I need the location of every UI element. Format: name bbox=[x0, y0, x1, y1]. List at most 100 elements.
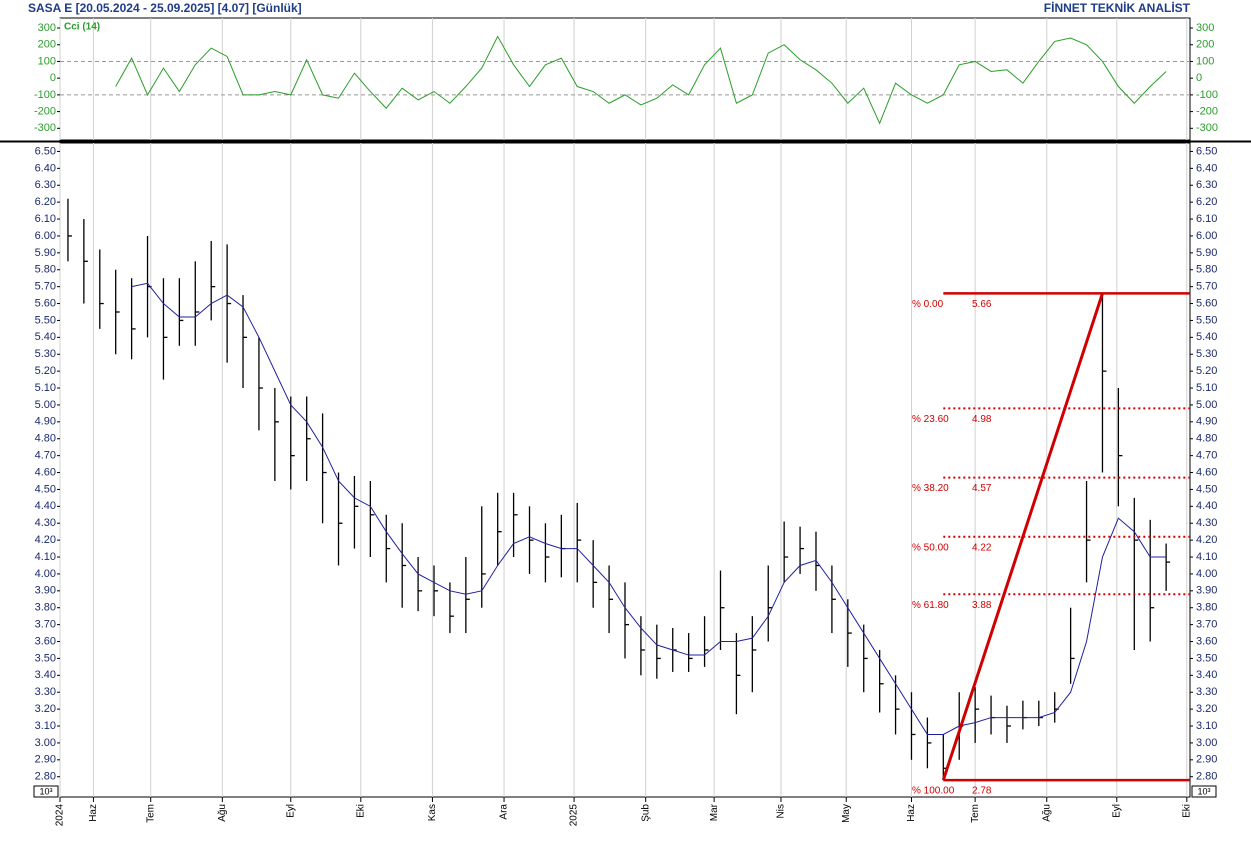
y-tick-label: 2.90 bbox=[35, 754, 56, 766]
y-tick-label: 6.20 bbox=[1196, 196, 1217, 208]
x-tick-label: 2025 bbox=[569, 804, 580, 827]
scale-box bbox=[1191, 785, 1217, 798]
y-tick-label: 5.10 bbox=[1196, 382, 1217, 394]
x-tick-label: Mar bbox=[709, 803, 720, 821]
y-tick-label: -200 bbox=[1196, 105, 1218, 117]
y-tick-label: 4.70 bbox=[35, 450, 56, 462]
y-tick-label: -100 bbox=[34, 89, 56, 101]
y-tick-label: 4.90 bbox=[35, 416, 56, 428]
y-tick-label: 4.10 bbox=[35, 551, 56, 563]
y-tick-label: 6.10 bbox=[1196, 213, 1217, 225]
y-tick-label: 4.60 bbox=[35, 466, 56, 478]
y-tick-label: 4.40 bbox=[1196, 500, 1217, 512]
x-tick-label: Tem bbox=[970, 804, 981, 823]
y-tick-label: 6.30 bbox=[35, 179, 56, 191]
y-tick-label: 0 bbox=[50, 72, 56, 84]
fib-percent-label: % 38.20 bbox=[912, 483, 949, 494]
y-tick-label: 5.50 bbox=[35, 314, 56, 326]
scale-label: 10³ bbox=[39, 786, 52, 796]
y-tick-label: 5.20 bbox=[35, 365, 56, 377]
y-tick-label: 3.00 bbox=[35, 737, 56, 749]
y-tick-label: 3.70 bbox=[1196, 619, 1217, 631]
y-tick-label: 3.20 bbox=[1196, 703, 1217, 715]
y-tick-label: 4.00 bbox=[35, 568, 56, 580]
y-tick-label: 5.60 bbox=[35, 297, 56, 309]
y-tick-label: 4.40 bbox=[35, 500, 56, 512]
y-tick-label: 2.80 bbox=[35, 771, 56, 783]
y-tick-label: 5.00 bbox=[35, 399, 56, 411]
y-tick-label: 6.00 bbox=[35, 230, 56, 242]
y-tick-label: 5.90 bbox=[35, 247, 56, 259]
x-tick-label: Eyl bbox=[1111, 804, 1122, 818]
y-tick-label: 4.80 bbox=[1196, 433, 1217, 445]
fib-value-label: 2.78 bbox=[972, 786, 992, 797]
y-tick-label: 2.80 bbox=[1196, 771, 1217, 783]
y-tick-label: 5.80 bbox=[1196, 264, 1217, 276]
trend-line bbox=[941, 292, 1104, 781]
y-tick-label: 3.10 bbox=[1196, 720, 1217, 732]
y-tick-label: 6.50 bbox=[1196, 145, 1217, 157]
y-tick-label: 300 bbox=[38, 22, 56, 34]
y-tick-label: -200 bbox=[34, 105, 56, 117]
cci-line bbox=[115, 35, 1167, 125]
y-tick-label: 4.00 bbox=[1196, 568, 1217, 580]
fib-value-label: 3.88 bbox=[972, 600, 992, 611]
x-tick-label: Eki bbox=[355, 804, 366, 818]
fib-value-label: 4.22 bbox=[972, 542, 992, 553]
y-tick-label: 4.90 bbox=[1196, 416, 1217, 428]
y-tick-label: 4.30 bbox=[1196, 517, 1217, 529]
y-tick-label: 6.40 bbox=[1196, 162, 1217, 174]
y-tick-label: 3.30 bbox=[35, 686, 56, 698]
x-tick-label: Şub bbox=[640, 804, 651, 822]
x-tick-label: Eyl bbox=[285, 804, 296, 818]
y-tick-label: 4.20 bbox=[35, 534, 56, 546]
fib-percent-label: % 61.80 bbox=[912, 600, 949, 611]
fib-percent-label: % 23.60 bbox=[912, 414, 949, 425]
y-tick-label: 5.00 bbox=[1196, 399, 1217, 411]
x-tick-label: Ağu bbox=[1041, 804, 1052, 822]
header-title: SASA E [20.05.2024 - 25.09.2025] [4.07] … bbox=[28, 1, 302, 15]
y-tick-label: 2.90 bbox=[1196, 754, 1217, 766]
y-tick-label: 6.00 bbox=[1196, 230, 1217, 242]
y-tick-label: 5.70 bbox=[1196, 281, 1217, 293]
y-tick-label: 6.20 bbox=[35, 196, 56, 208]
y-tick-label: 100 bbox=[1196, 55, 1214, 67]
y-tick-label: 4.10 bbox=[1196, 551, 1217, 563]
y-tick-label: 3.50 bbox=[1196, 652, 1217, 664]
y-tick-label: 4.50 bbox=[35, 483, 56, 495]
y-tick-label: 4.20 bbox=[1196, 534, 1217, 546]
y-tick-label: 4.50 bbox=[1196, 483, 1217, 495]
fib-value-label: 5.66 bbox=[972, 299, 992, 310]
x-tick-label: Nis bbox=[776, 804, 787, 818]
fib-percent-label: % 100.00 bbox=[912, 786, 955, 797]
y-tick-label: 3.90 bbox=[1196, 585, 1217, 597]
y-tick-label: 3.90 bbox=[35, 585, 56, 597]
y-tick-label: 5.20 bbox=[1196, 365, 1217, 377]
legend-label: Cci (14) bbox=[64, 22, 100, 33]
y-tick-label: 3.30 bbox=[1196, 686, 1217, 698]
y-tick-label: 3.40 bbox=[35, 669, 56, 681]
y-tick-label: 5.70 bbox=[35, 281, 56, 293]
y-tick-label: 6.40 bbox=[35, 162, 56, 174]
y-tick-label: 5.80 bbox=[35, 264, 56, 276]
header-brand: FİNNET TEKNİK ANALİST bbox=[1044, 0, 1191, 15]
x-tick-label: Ara bbox=[499, 804, 510, 820]
y-tick-label: 3.40 bbox=[1196, 669, 1217, 681]
y-tick-label: 300 bbox=[1196, 22, 1214, 34]
x-tick-label: Tem bbox=[145, 804, 156, 823]
y-tick-label: 5.30 bbox=[35, 348, 56, 360]
y-tick-label: 5.50 bbox=[1196, 314, 1217, 326]
y-tick-label: 3.80 bbox=[1196, 602, 1217, 614]
y-tick-label: 200 bbox=[38, 39, 56, 51]
y-tick-label: 5.90 bbox=[1196, 247, 1217, 259]
y-tick-label: 3.80 bbox=[35, 602, 56, 614]
x-tick-label: Haz bbox=[88, 804, 99, 822]
y-tick-label: 6.30 bbox=[1196, 179, 1217, 191]
y-tick-label: 3.60 bbox=[1196, 635, 1217, 647]
y-tick-label: 6.50 bbox=[35, 145, 56, 157]
fib-value-label: 4.57 bbox=[972, 483, 992, 494]
x-tick-label: May bbox=[841, 804, 852, 823]
y-tick-label: 4.70 bbox=[1196, 450, 1217, 462]
